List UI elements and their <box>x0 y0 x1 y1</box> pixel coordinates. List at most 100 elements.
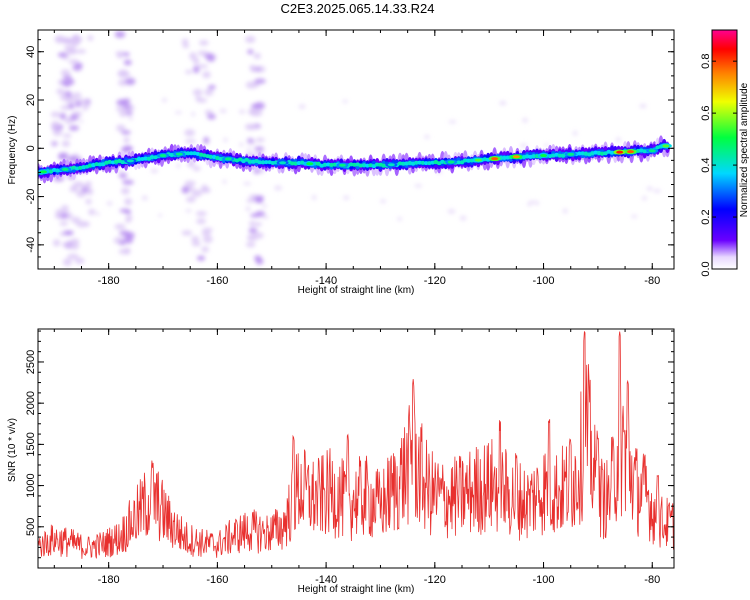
noise-blob <box>72 92 82 99</box>
noise-blob <box>342 99 348 103</box>
noise-blob <box>246 138 254 143</box>
noise-blob <box>124 247 131 255</box>
y-tick-label: 2500 <box>25 350 37 374</box>
noise-blob <box>118 111 128 117</box>
noise-blob <box>63 38 74 44</box>
ridge-hotspot-core <box>159 154 167 158</box>
noise-blob <box>88 208 96 216</box>
noise-blob <box>185 209 192 213</box>
noise-blob <box>184 139 197 144</box>
noise-blob <box>246 198 256 203</box>
noise-blob <box>120 130 131 135</box>
noise-blob <box>249 220 256 227</box>
noise-blob <box>123 59 132 66</box>
noise-blob <box>67 50 77 55</box>
noise-blob <box>83 221 90 227</box>
noise-blob <box>255 137 265 143</box>
noise-blob <box>114 30 126 39</box>
colorbar-gradient <box>711 29 738 270</box>
noise-blob <box>380 199 386 204</box>
y-tick-label: 500 <box>25 518 37 536</box>
noise-blob <box>204 109 213 115</box>
ridge-hotspot-core <box>540 154 548 158</box>
colorbar-tick-label: 0.4 <box>700 157 712 172</box>
spectrogram-y-axis-label: Frequency (Hz) <box>7 116 18 185</box>
noise-blob <box>207 113 216 120</box>
spectrogram-x-ticks: -180 -160 -140 -120 -100 -80 <box>53 30 660 287</box>
spectrogram-plot-area <box>38 30 672 267</box>
x-tick-label: -180 <box>98 574 120 586</box>
y-tick-label: 20 <box>25 94 37 106</box>
x-tick-label: -80 <box>644 574 660 586</box>
ridge-hotspot-core <box>662 144 670 148</box>
ridge-hotspot-core <box>567 152 575 156</box>
noise-blob <box>246 147 253 151</box>
noise-blob <box>447 209 456 214</box>
noise-blob <box>196 218 206 225</box>
noise-blob <box>191 189 203 197</box>
noise-blob <box>119 230 131 236</box>
noise-blob <box>202 71 211 79</box>
noise-blob <box>535 200 540 206</box>
noise-blob <box>527 201 532 207</box>
spectrogram-ridge <box>38 135 672 184</box>
noise-blob <box>184 180 196 186</box>
noise-blob <box>52 129 63 137</box>
spectrogram-frame <box>37 29 675 270</box>
colorbar-tick-label: 0.6 <box>700 105 712 120</box>
noise-blob <box>51 121 60 129</box>
noise-blob <box>397 217 402 221</box>
noise-blob <box>255 257 264 265</box>
x-tick-label: -120 <box>424 574 446 586</box>
noise-blob <box>201 246 209 253</box>
colorbar-tick-label: 0.8 <box>700 54 712 69</box>
noise-blob <box>639 104 647 109</box>
noise-blob <box>74 257 85 265</box>
noise-blob <box>248 108 257 116</box>
snr-frame <box>37 328 675 569</box>
noise-blob <box>254 78 266 84</box>
noise-blob <box>208 84 216 90</box>
noise-blob <box>448 120 457 124</box>
noise-blob <box>243 181 252 186</box>
noise-blob <box>219 108 227 114</box>
noise-blob <box>254 146 265 152</box>
x-tick-label: -160 <box>206 574 228 586</box>
noise-blob <box>68 59 80 65</box>
noise-blob <box>121 187 130 195</box>
noise-blob <box>181 38 189 46</box>
noise-blob <box>522 117 528 123</box>
noise-blob <box>121 146 133 153</box>
noise-blob <box>459 215 467 221</box>
x-tick-label: -120 <box>424 275 446 287</box>
ridge-hotspot-core <box>627 150 635 154</box>
noise-blob <box>203 136 210 145</box>
noise-blob <box>185 69 193 74</box>
noise-blob <box>54 35 67 44</box>
noise-blob <box>192 89 203 96</box>
noise-blob <box>191 235 200 242</box>
noise-blob <box>197 50 209 56</box>
noise-blob <box>245 206 251 212</box>
noise-blob <box>253 169 260 174</box>
ridge-hotspot-core <box>306 162 314 166</box>
noise-blob <box>223 137 228 143</box>
noise-blob <box>116 52 124 59</box>
noise-blob <box>414 184 423 188</box>
noise-blob <box>253 196 264 203</box>
colorbar-tick-label: 0.2 <box>700 209 712 224</box>
noise-blob <box>59 112 67 120</box>
noise-blob <box>69 242 80 250</box>
noise-blob <box>69 114 79 121</box>
noise-blob <box>544 143 549 148</box>
spectrogram-noise <box>50 30 661 267</box>
noise-blob <box>250 103 261 109</box>
noise-blob <box>87 35 94 41</box>
noise-blob <box>62 242 71 248</box>
noise-blob <box>197 64 209 69</box>
noise-blob <box>572 130 578 136</box>
noise-blob <box>123 136 130 144</box>
noise-blob <box>86 187 94 196</box>
noise-blob <box>248 227 258 234</box>
noise-blob <box>68 103 75 110</box>
